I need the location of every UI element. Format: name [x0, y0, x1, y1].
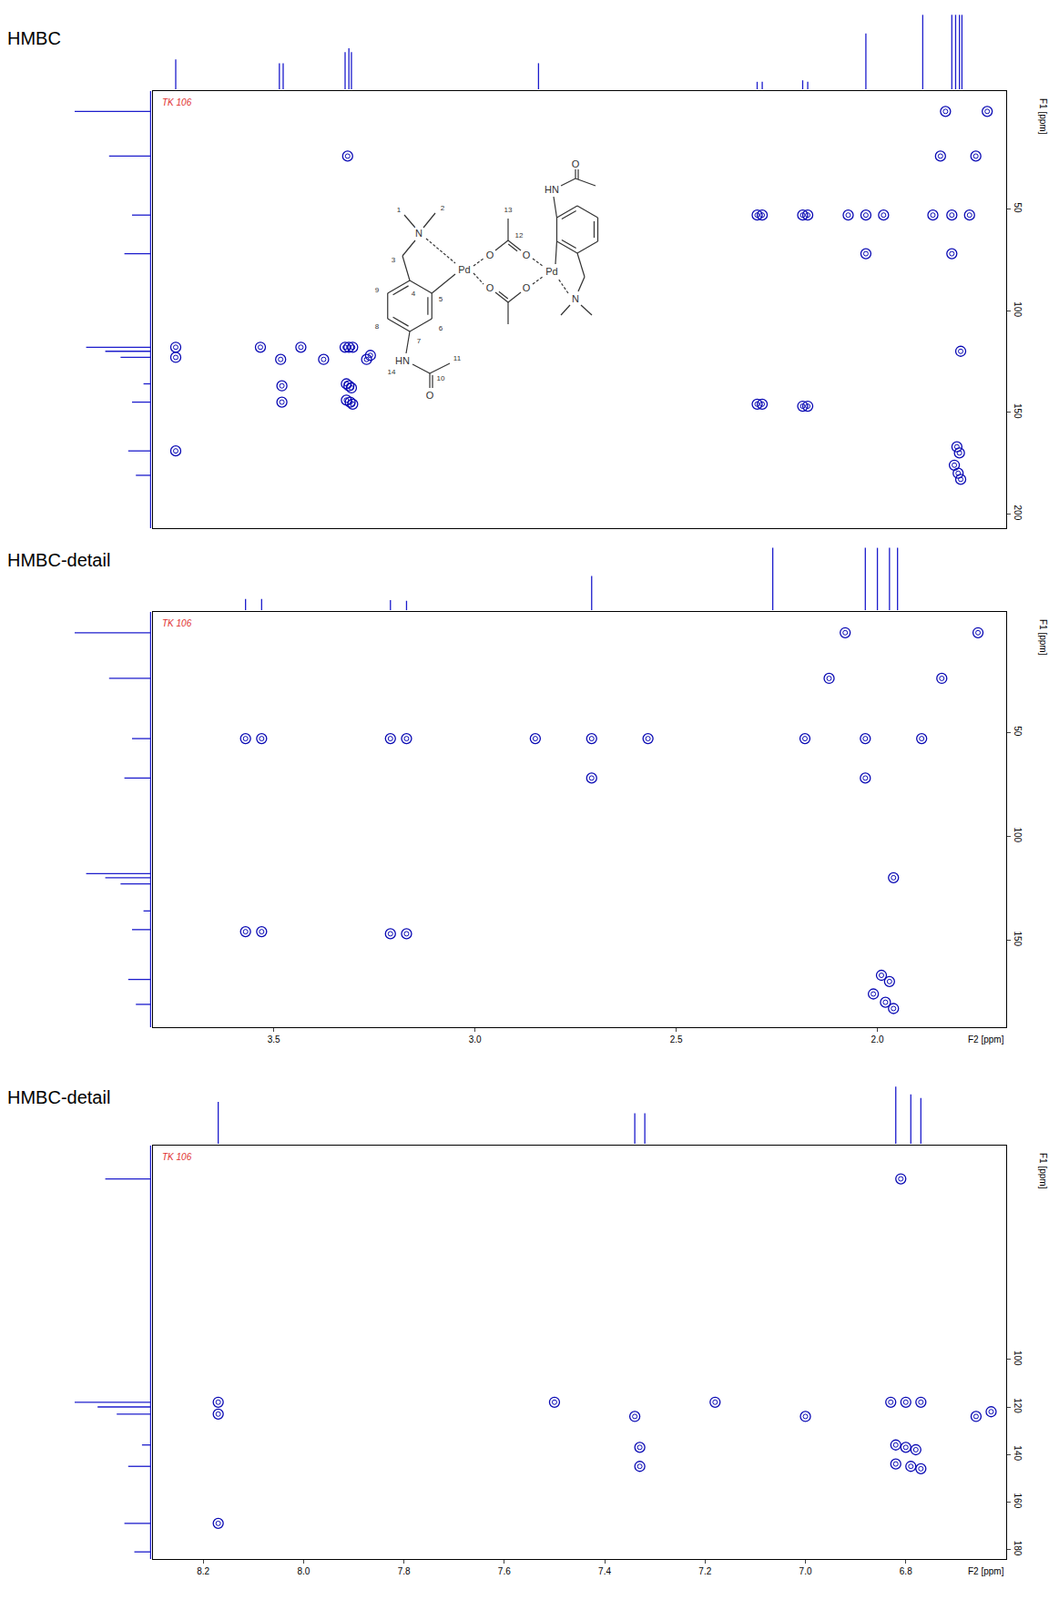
svg-text:O: O — [571, 158, 581, 170]
svg-text:8.0: 8.0 — [296, 1566, 310, 1577]
svg-text:HMBC-detail: HMBC-detail — [7, 549, 111, 571]
svg-text:N: N — [571, 293, 580, 305]
svg-text:13: 13 — [504, 205, 513, 214]
svg-text:50: 50 — [1012, 202, 1023, 214]
svg-text:HN: HN — [395, 355, 410, 367]
svg-text:6.8: 6.8 — [899, 1566, 913, 1577]
svg-text:3: 3 — [391, 255, 397, 265]
svg-text:6: 6 — [438, 324, 444, 333]
svg-text:100: 100 — [1012, 826, 1023, 843]
svg-text:O: O — [522, 282, 531, 294]
svg-text:N: N — [415, 227, 423, 239]
svg-text:HN: HN — [544, 183, 560, 195]
svg-text:Pd: Pd — [545, 265, 558, 277]
svg-text:Pd: Pd — [458, 264, 470, 275]
svg-text:5: 5 — [438, 295, 444, 304]
svg-text:2.0: 2.0 — [871, 1034, 885, 1045]
svg-text:4: 4 — [411, 289, 417, 298]
svg-text:150: 150 — [1012, 930, 1023, 947]
svg-text:200: 200 — [1012, 505, 1023, 521]
svg-text:7.0: 7.0 — [799, 1566, 813, 1577]
svg-text:150: 150 — [1012, 403, 1023, 419]
svg-text:7.2: 7.2 — [698, 1566, 712, 1577]
svg-text:160: 160 — [1012, 1493, 1023, 1509]
svg-text:TK 106: TK 106 — [162, 618, 193, 629]
svg-text:9: 9 — [375, 285, 380, 295]
svg-text:14: 14 — [387, 367, 397, 377]
svg-text:7.8: 7.8 — [397, 1566, 411, 1577]
svg-text:F2 [ppm]: F2 [ppm] — [967, 1034, 1005, 1045]
svg-text:HMBC-detail: HMBC-detail — [7, 1087, 111, 1108]
svg-text:7.4: 7.4 — [598, 1566, 611, 1577]
svg-text:O: O — [426, 389, 435, 401]
svg-text:3.5: 3.5 — [267, 1034, 281, 1045]
svg-text:180: 180 — [1012, 1540, 1023, 1557]
svg-text:F1 [ppm]: F1 [ppm] — [1038, 98, 1049, 135]
svg-text:8.2: 8.2 — [196, 1566, 210, 1577]
svg-text:100: 100 — [1012, 1350, 1023, 1366]
svg-text:F1 [ppm]: F1 [ppm] — [1038, 1152, 1049, 1190]
svg-text:F1 [ppm]: F1 [ppm] — [1038, 619, 1049, 656]
svg-text:3.0: 3.0 — [468, 1034, 482, 1045]
svg-text:10: 10 — [437, 374, 446, 383]
svg-text:F2 [ppm]: F2 [ppm] — [967, 1566, 1005, 1577]
svg-text:O: O — [522, 249, 531, 261]
svg-text:7.6: 7.6 — [498, 1566, 511, 1577]
svg-text:120: 120 — [1012, 1397, 1023, 1414]
svg-text:50: 50 — [1012, 725, 1023, 737]
svg-text:1: 1 — [397, 205, 402, 214]
svg-text:12: 12 — [515, 231, 524, 240]
svg-text:O: O — [486, 282, 495, 294]
svg-text:100: 100 — [1012, 301, 1023, 317]
svg-text:7: 7 — [417, 336, 422, 346]
svg-text:TK 106: TK 106 — [162, 97, 193, 108]
svg-text:2: 2 — [440, 203, 446, 213]
svg-text:11: 11 — [453, 354, 462, 363]
svg-text:O: O — [486, 249, 495, 261]
svg-text:TK 106: TK 106 — [162, 1151, 193, 1162]
svg-text:HMBC: HMBC — [7, 28, 62, 49]
svg-text:140: 140 — [1012, 1445, 1023, 1461]
svg-text:2.5: 2.5 — [670, 1034, 683, 1045]
svg-text:8: 8 — [375, 322, 380, 331]
